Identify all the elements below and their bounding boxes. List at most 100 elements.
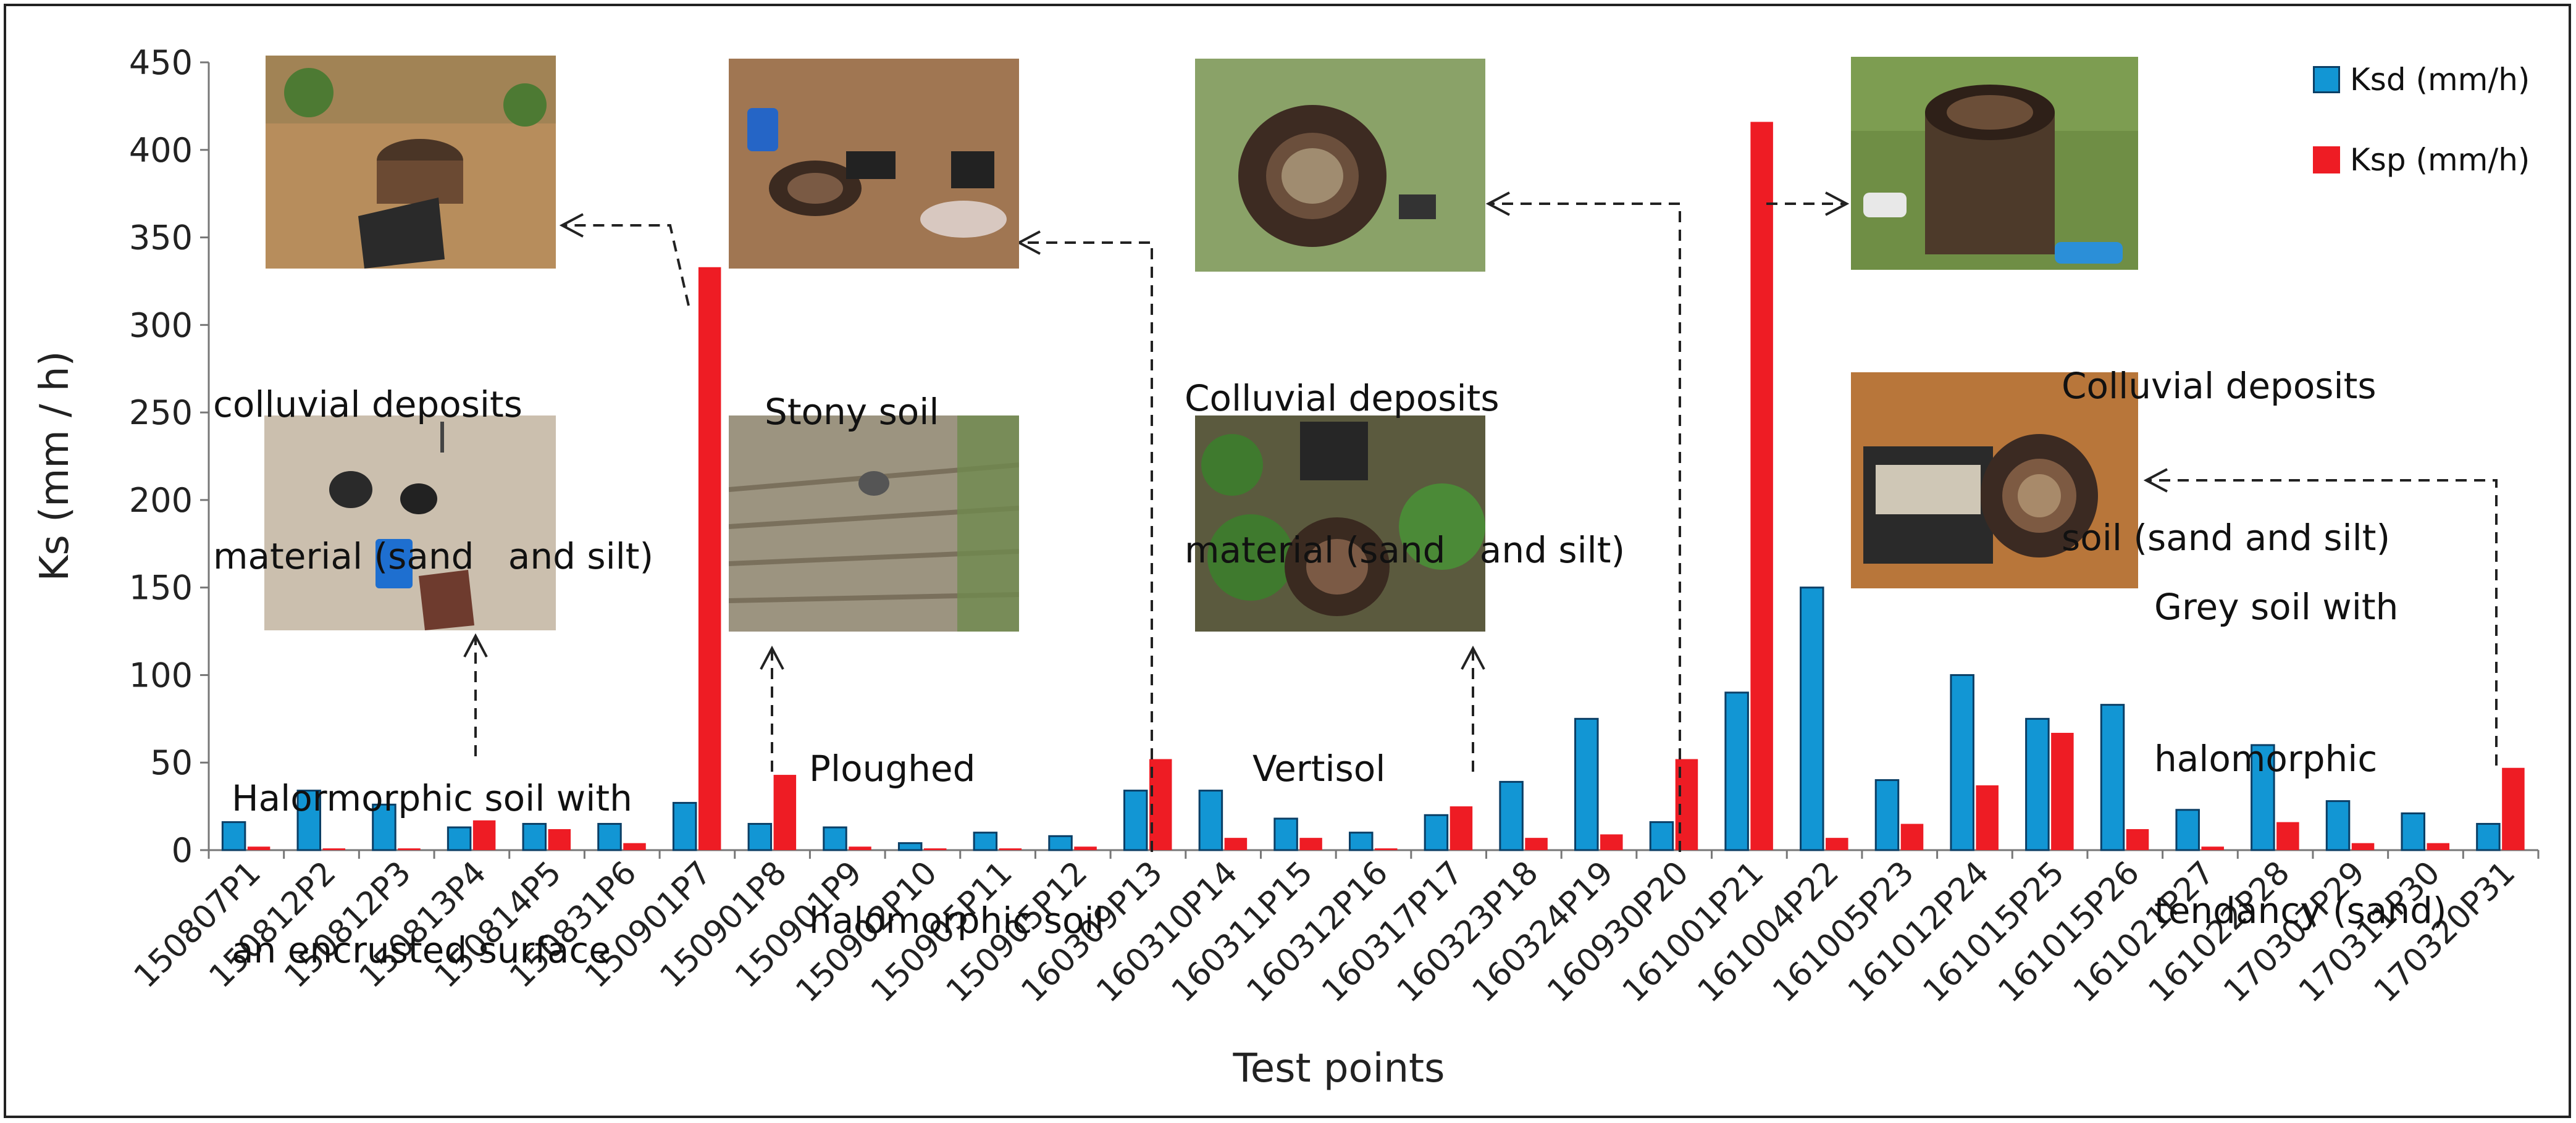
bar-ksd: [973, 832, 998, 851]
bar-ksp: [1900, 824, 1924, 850]
y-tick-label: 0: [172, 831, 193, 870]
bar-ksp: [999, 848, 1022, 850]
bar-ksp: [2351, 843, 2375, 850]
annotation-line: halomorphic: [2154, 738, 2378, 780]
bar-ksd: [1649, 821, 1674, 851]
bar-ksd: [747, 822, 773, 851]
bar-ksp: [472, 820, 496, 850]
bar-ksd: [2100, 704, 2125, 851]
y-tick-label: 150: [129, 569, 193, 607]
bar-ksd: [1123, 790, 1148, 851]
annotation-line: an encrusted surface: [232, 929, 611, 971]
bar-ksd: [1499, 780, 1524, 851]
arrow-head-p17: [1461, 645, 1485, 670]
arrow-head-p13: [1016, 230, 1041, 255]
legend-swatch-ksd: [2313, 66, 2340, 93]
arrow-head-p20: [1485, 191, 1510, 216]
annotation-line: Grey soil with: [2154, 586, 2399, 628]
bar-ksp: [322, 848, 346, 850]
photo-halomorphic-p4: [264, 415, 556, 630]
annotation-grey-soil-p31: Grey soil with halomorphic tendancy (san…: [2154, 480, 2447, 987]
bar-ksp: [923, 848, 947, 850]
annotation-line: Colluvial deposits: [2062, 365, 2377, 407]
bar-ksp: [1600, 834, 1623, 850]
bar-ksp: [2051, 733, 2074, 850]
bar-ksp: [698, 267, 721, 850]
bar-ksd: [1198, 790, 1223, 851]
bar-ksp: [247, 846, 271, 850]
y-tick-label: 250: [129, 393, 193, 432]
y-tick-label: 100: [129, 656, 193, 695]
annotation-stony-p13: Stony soil: [765, 285, 939, 488]
photo-grey-soil-p31: [1851, 372, 2138, 588]
annotation-line: Vertisol: [1252, 748, 1386, 790]
bar-ksd: [372, 803, 396, 851]
bar-ksd: [221, 821, 246, 851]
arrow-head-p8: [760, 645, 784, 670]
arrow-head-p21: [1825, 191, 1850, 216]
bar-ksd: [1574, 717, 1599, 851]
annotation-line: colluvial deposits: [213, 383, 522, 425]
bar-ksp: [1525, 838, 1548, 850]
annotation-colluvial-p21: Colluvial deposits soil (sand and silt): [2062, 259, 2390, 614]
annotation-arrows: [463, 191, 2498, 852]
bar-ksd: [2025, 717, 2050, 851]
leader-line-p7: [562, 224, 690, 306]
bar-ksd: [2401, 812, 2425, 851]
bar-ksp: [548, 829, 571, 850]
bar-ksd: [1348, 832, 1374, 851]
bar-ksd: [823, 826, 847, 851]
legend-item-ksd: Ksd (mm/h): [2313, 62, 2530, 98]
y-axis-label: Ks (mm / h): [32, 351, 78, 581]
photo-colluvial-p21: [1851, 57, 2138, 270]
bar-ksd: [1724, 691, 1749, 851]
bar-ksd: [522, 822, 547, 851]
annotation-line: material (sand and silt): [1185, 529, 1626, 571]
photo-ploughed-p8: [729, 415, 1019, 632]
photo-vertisol-p17: [1195, 415, 1485, 632]
figure-frame: [4, 4, 2571, 1118]
y-tick-label: 350: [129, 219, 193, 257]
annotation-line: tendancy (sand): [2154, 890, 2447, 932]
arrow-head-p31: [2143, 468, 2168, 493]
arrow-head-p7: [559, 213, 584, 238]
bar-ksp: [1750, 122, 1773, 850]
bar-ksd: [1874, 779, 1900, 851]
chart-bars: [221, 122, 2525, 851]
bar-ksd: [2325, 800, 2351, 851]
annotation-line: material (sand and silt): [213, 535, 654, 577]
bar-ksp: [2126, 829, 2149, 850]
annotation-line: Halormorphic soil with: [232, 777, 632, 819]
bar-ksd: [1273, 817, 1298, 851]
bar-ksd: [1424, 814, 1449, 851]
bar-ksp: [1149, 759, 1172, 850]
annotation-line: soil (sand and silt): [2062, 517, 2391, 559]
bar-ksd: [1800, 587, 1824, 851]
annotation-ploughed-p8: Ploughed halomorphic soil: [809, 642, 1104, 996]
bar-ksd: [1950, 674, 1974, 851]
bar-ksd: [447, 826, 472, 851]
photo-stony-p13: [729, 59, 1019, 269]
bar-ksd: [2175, 809, 2200, 851]
annotation-line: Stony soil: [765, 391, 939, 433]
bar-ksd: [1048, 835, 1073, 851]
leader-line-p31: [2146, 479, 2498, 766]
y-tick-label: 450: [129, 43, 193, 82]
bar-ksp: [1976, 785, 1999, 850]
x-axis-label: Test points: [1233, 1046, 1445, 1092]
annotation-line: Colluvial deposits: [1185, 377, 1500, 419]
legend-item-ksp: Ksp (mm/h): [2313, 142, 2530, 178]
annotation-halomorphic-p4: Halormorphic soil with an encrusted surf…: [232, 672, 632, 1026]
annotation-line: Ploughed: [809, 748, 976, 790]
bar-ksp: [2276, 822, 2299, 850]
photo-colluvial-p20: [1195, 59, 1485, 272]
leader-line-p20: [1488, 202, 1681, 852]
bar-ksp: [398, 848, 421, 850]
bar-ksp: [2502, 767, 2525, 850]
bar-ksp: [1074, 846, 1097, 850]
photo-colluvial-p7: [266, 56, 556, 269]
bar-ksp: [1299, 838, 1322, 850]
bar-ksd: [897, 842, 923, 851]
bar-ksp: [849, 846, 871, 850]
